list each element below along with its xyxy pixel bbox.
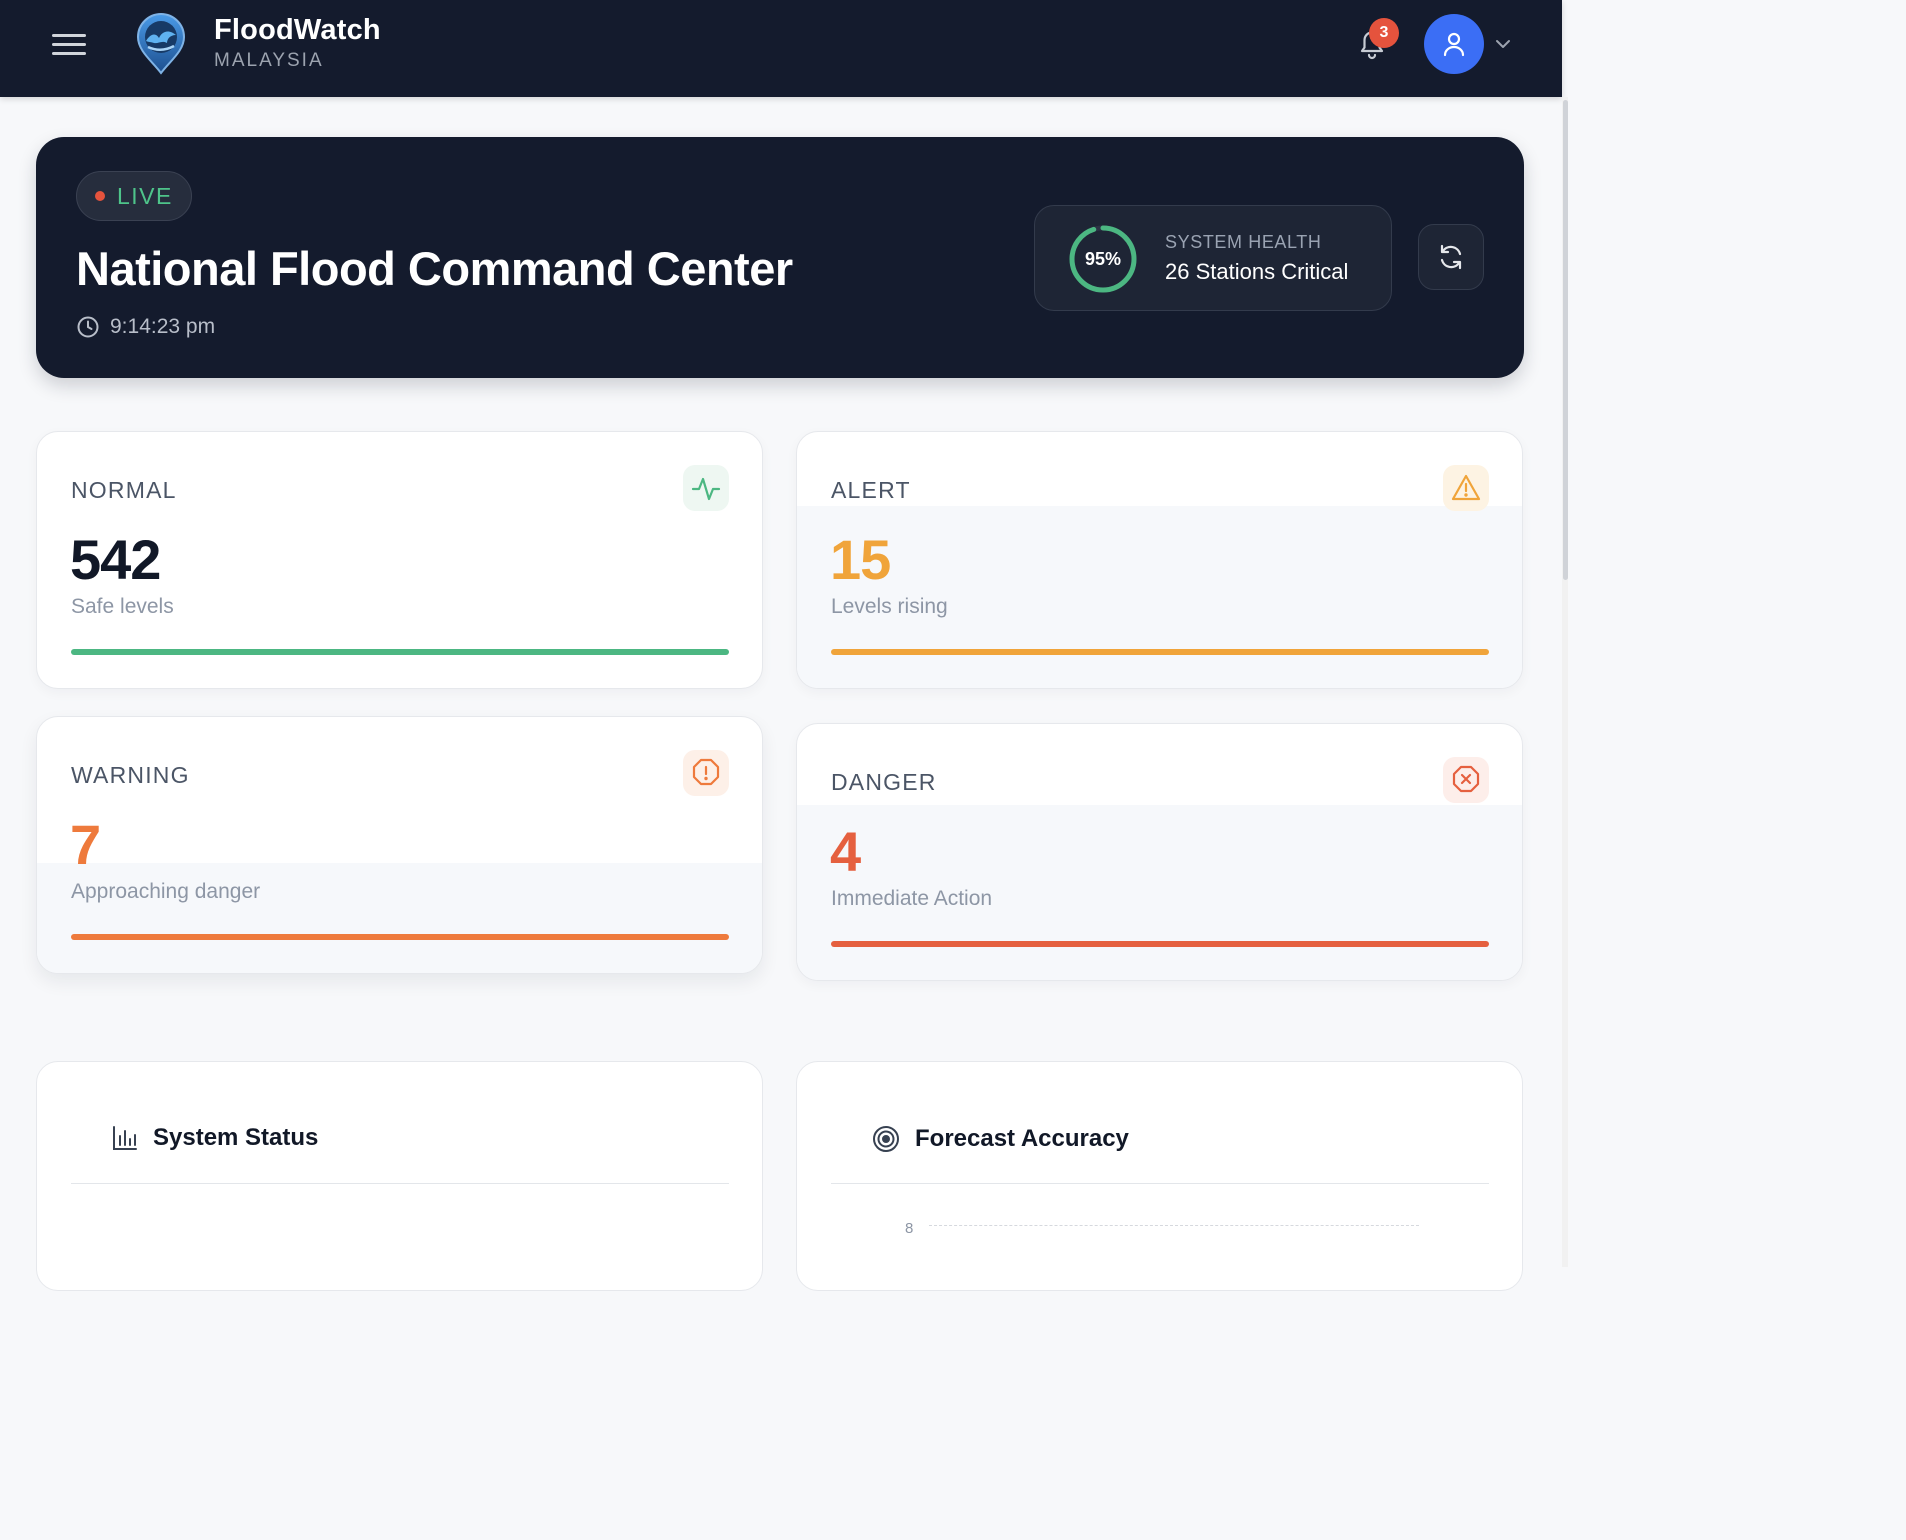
warning-count: 7: [70, 813, 101, 876]
user-icon: [1443, 32, 1465, 57]
system-health-card: 95% SYSTEM HEALTH 26 Stations Critical: [1034, 205, 1392, 311]
warning-label: WARNING: [71, 762, 190, 788]
system-health-percent: 95%: [1084, 249, 1122, 269]
divider: [831, 1183, 1489, 1184]
brand-subtitle: MALAYSIA: [214, 50, 324, 71]
forecast-accuracy-panel: Forecast Accuracy 8: [796, 1061, 1523, 1291]
alert-count: 15: [830, 528, 891, 591]
user-avatar-button[interactable]: [1424, 14, 1484, 74]
system-health-value: 26 Stations Critical: [1165, 259, 1349, 284]
y-axis-tick-label: 8: [905, 1220, 914, 1237]
system-health-ring: [1069, 225, 1137, 293]
danger-count: 4: [830, 820, 861, 883]
floodwatch-logo-icon: [136, 13, 186, 75]
chevron-down-icon[interactable]: [1493, 34, 1513, 54]
normal-subtitle: Safe levels: [71, 595, 174, 618]
live-status-badge: LIVE: [76, 171, 192, 221]
normal-stat-card[interactable]: NORMAL 542 Safe levels: [36, 431, 763, 689]
live-dot-icon: [95, 191, 105, 201]
page-scrollbar-track[interactable]: [1562, 97, 1568, 1267]
notification-count-badge[interactable]: 3: [1369, 18, 1399, 48]
alert-octagon-icon: [683, 750, 729, 796]
brand-name: FloodWatch: [214, 14, 381, 46]
forecast-accuracy-title: Forecast Accuracy: [915, 1125, 1129, 1152]
hamburger-menu-icon[interactable]: [52, 28, 86, 60]
page-title: National Flood Command Center: [76, 242, 793, 295]
divider: [71, 1183, 729, 1184]
warning-stat-card[interactable]: WARNING 7 Approaching danger: [36, 716, 763, 974]
command-center-hero: LIVE National Flood Command Center 9:14:…: [36, 137, 1524, 378]
refresh-button[interactable]: [1418, 224, 1484, 290]
danger-label: DANGER: [831, 769, 937, 795]
system-status-panel: System Status: [36, 1061, 763, 1291]
target-icon: [873, 1126, 899, 1152]
alert-subtitle: Levels rising: [831, 595, 948, 618]
refresh-icon: [1440, 244, 1462, 270]
activity-icon: [683, 465, 729, 511]
chart-gridline: [929, 1225, 1419, 1226]
normal-progress-bar: [71, 649, 729, 655]
warning-triangle-icon: [1443, 465, 1489, 511]
danger-subtitle: Immediate Action: [831, 887, 993, 910]
alert-stat-card[interactable]: ALERT 15 Levels rising: [796, 431, 1523, 689]
current-time-text: 9:14:23 pm: [110, 315, 216, 338]
page-scrollbar-thumb[interactable]: [1563, 100, 1568, 580]
bar-chart-icon: [113, 1126, 137, 1150]
clock-icon: [77, 316, 99, 338]
danger-stat-card[interactable]: DANGER 4 Immediate Action: [796, 723, 1523, 981]
danger-progress-bar: [831, 941, 1489, 947]
alert-label: ALERT: [831, 477, 911, 503]
x-octagon-icon: [1443, 757, 1489, 803]
normal-count: 542: [70, 528, 161, 591]
system-health-label: SYSTEM HEALTH: [1165, 232, 1322, 252]
warning-subtitle: Approaching danger: [71, 880, 261, 903]
live-label: LIVE: [117, 182, 173, 209]
system-status-title: System Status: [153, 1124, 319, 1151]
top-navbar: FloodWatch MALAYSIA 3: [0, 0, 1562, 97]
current-time: 9:14:23 pm: [76, 315, 215, 339]
alert-progress-bar: [831, 649, 1489, 655]
warning-progress-bar: [71, 934, 729, 940]
normal-label: NORMAL: [71, 477, 177, 503]
